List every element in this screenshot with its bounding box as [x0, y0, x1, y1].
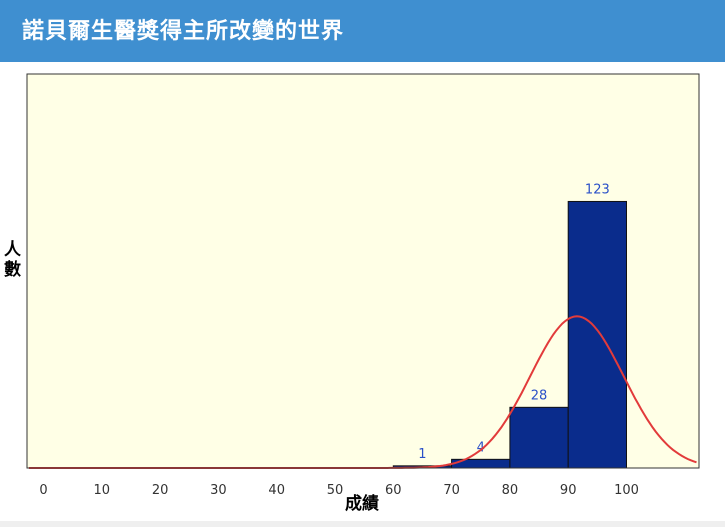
histogram-chart: 1 4 28 123 0 10 20 30 40 50 60 70 80 90 100 成績 人數	[0, 62, 725, 521]
x-tick-label: 30	[210, 483, 227, 498]
bar-123	[567, 200, 628, 469]
header-bar: 諾貝爾生醫獎得主所改變的世界	[0, 0, 725, 62]
bar-28	[509, 406, 569, 469]
x-tick-label: 40	[268, 483, 285, 498]
page-title: 諾貝爾生醫獎得主所改變的世界	[22, 19, 345, 44]
bar-value-label: 1	[418, 447, 426, 462]
x-tick-label: 100	[614, 483, 639, 498]
x-tick-label: 10	[94, 483, 111, 498]
x-tick-label: 90	[560, 483, 577, 498]
x-tick-label: 0	[39, 483, 47, 498]
x-tick-label: 80	[502, 483, 519, 498]
y-axis-label: 人數	[4, 240, 21, 280]
x-tick-label: 50	[327, 483, 344, 498]
x-axis-label: 成績	[345, 493, 379, 514]
x-tick-label: 60	[385, 483, 402, 498]
x-tick-label: 70	[443, 483, 460, 498]
x-tick-label: 20	[152, 483, 169, 498]
chart-svg: 1 4 28 123 0 10 20 30 40 50 60 70 80 90 100 成績	[26, 73, 700, 514]
bar-value-label: 4	[477, 440, 485, 455]
bar-value-label: 123	[585, 182, 610, 197]
bar-value-label: 28	[531, 388, 548, 403]
footer-strip	[0, 521, 725, 527]
